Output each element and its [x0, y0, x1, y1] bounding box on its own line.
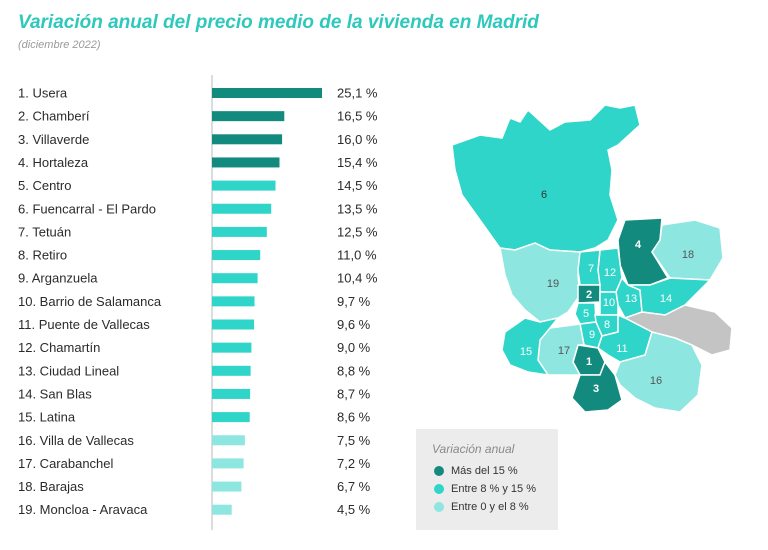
bar [212, 458, 244, 469]
bar [212, 180, 276, 191]
category-label: 5. Centro [18, 178, 71, 193]
madrid-districts-map: 6 4 18 19 7 12 2 13 14 5 10 8 9 11 1 17 … [451, 104, 733, 413]
category-label: 6. Fuencarral - El Pardo [18, 201, 156, 216]
value-label: 8,7 % [337, 386, 371, 401]
bar [212, 365, 251, 376]
category-label: 16. Villa de Vallecas [18, 433, 134, 448]
map-label-16: 16 [650, 375, 662, 387]
bar [212, 504, 232, 515]
legend-title: Variación anual [432, 442, 515, 456]
bar [212, 388, 251, 399]
bar [212, 342, 252, 353]
category-label: 19. Moncloa - Aravaca [18, 502, 148, 517]
map-district-19 [499, 242, 581, 323]
map-label-18: 18 [682, 249, 694, 261]
value-label: 16,0 % [337, 132, 378, 147]
value-label: 7,5 % [337, 433, 371, 448]
map-label-15: 15 [520, 346, 532, 358]
value-label: 10,4 % [337, 271, 378, 286]
legend: Variación anual Más del 15 % Entre 8 % y… [416, 429, 558, 530]
category-label: 9. Arganzuela [18, 271, 98, 286]
map-label-17: 17 [558, 345, 570, 357]
chart-title: Variación anual del precio medio de la v… [18, 12, 539, 33]
map-district-3 [571, 360, 623, 413]
legend-item-high: Más del 15 % [434, 465, 518, 477]
bar [212, 250, 261, 261]
bar [212, 226, 267, 237]
map-label-4: 4 [635, 239, 642, 251]
legend-item-medium: Entre 8 % y 15 % [434, 483, 536, 495]
map-district-16 [614, 331, 703, 413]
value-label: 16,5 % [337, 109, 378, 124]
value-label: 8,8 % [337, 363, 371, 378]
map-label-7: 7 [588, 263, 594, 275]
legend-label-low: Entre 0 y el 8 % [451, 501, 529, 513]
value-label: 9,0 % [337, 340, 371, 355]
category-label: 7. Tetuán [18, 224, 71, 239]
bar [212, 203, 272, 214]
value-label: 25,1 % [337, 86, 378, 101]
value-label: 8,6 % [337, 410, 371, 425]
bar [212, 296, 255, 307]
map-label-13: 13 [625, 293, 637, 305]
legend-label-medium: Entre 8 % y 15 % [451, 483, 536, 495]
map-label-19: 19 [547, 278, 559, 290]
value-label: 15,4 % [337, 155, 378, 170]
value-label: 13,5 % [337, 201, 378, 216]
value-label: 9,6 % [337, 317, 371, 332]
category-label: 13. Ciudad Lineal [18, 363, 119, 378]
map-label-1: 1 [586, 356, 592, 368]
category-label: 17. Carabanchel [18, 456, 114, 471]
map-label-3: 3 [593, 383, 599, 395]
bar [212, 157, 280, 168]
value-label: 14,5 % [337, 178, 378, 193]
bar [212, 435, 245, 446]
legend-dot-medium [434, 484, 444, 494]
category-label: 11. Puente de Vallecas [18, 317, 150, 332]
category-label: 3. Villaverde [18, 132, 89, 147]
value-label: 11,0 % [337, 248, 377, 263]
category-label: 2. Chamberí [18, 109, 90, 124]
bar [212, 134, 283, 145]
bar [212, 481, 242, 492]
map-district-11 [597, 313, 653, 363]
category-label: 15. Latina [18, 410, 76, 425]
map-district-6 [451, 104, 641, 253]
map-label-6: 6 [541, 189, 547, 201]
map-district-15 [501, 316, 560, 376]
map-label-12: 12 [604, 267, 616, 279]
category-label: 10. Barrio de Salamanca [18, 294, 162, 309]
map-label-11: 11 [616, 343, 627, 355]
map-label-8: 8 [604, 319, 610, 331]
value-label: 6,7 % [337, 479, 371, 494]
value-label: 7,2 % [337, 456, 371, 471]
category-label: 18. Barajas [18, 479, 84, 494]
bar [212, 319, 255, 330]
map-label-5: 5 [583, 308, 589, 320]
legend-label-high: Más del 15 % [451, 465, 518, 477]
bar-chart: 1. Usera 25,1 % 2. Chamberí 16,5 % 3. Villav… [18, 75, 378, 530]
map-label-9: 9 [589, 329, 595, 341]
legend-dot-high [434, 466, 444, 476]
bar [212, 111, 285, 122]
value-label: 9,7 % [337, 294, 371, 309]
map-labels: 6 4 18 19 7 12 2 13 14 5 10 8 9 11 1 17 … [520, 189, 694, 395]
category-label: 14. San Blas [18, 386, 92, 401]
value-label: 12,5 % [337, 224, 378, 239]
bar [212, 273, 258, 284]
map-label-2: 2 [586, 289, 592, 301]
bar [212, 412, 250, 423]
category-label: 12. Chamartín [18, 340, 100, 355]
category-label: 8. Retiro [18, 248, 67, 263]
map-label-10: 10 [603, 297, 615, 309]
map-label-14: 14 [660, 293, 672, 305]
bar [212, 88, 322, 98]
legend-item-low: Entre 0 y el 8 % [434, 501, 529, 513]
legend-dot-low [434, 502, 444, 512]
chart-subtitle: (diciembre 2022) [18, 39, 101, 51]
category-label: 1. Usera [18, 86, 68, 101]
value-label: 4,5 % [337, 502, 371, 517]
category-label: 4. Hortaleza [18, 155, 89, 170]
